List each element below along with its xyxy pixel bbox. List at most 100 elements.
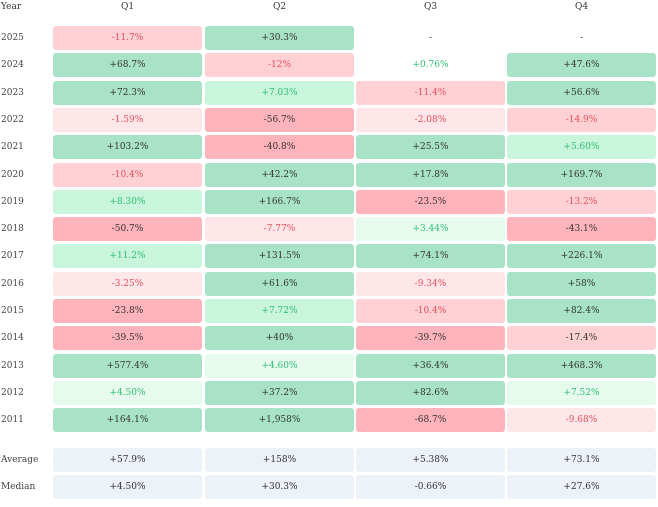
year-column-header: Year (1, 2, 22, 12)
return-cell-q3: - (428, 33, 433, 43)
return-cell-q1: +4.50% (53, 380, 202, 405)
table-row: 2012 +4.50% +37.2% +82.6% +7.52% (0, 380, 658, 406)
return-cell-q2: +4.60% (205, 353, 354, 378)
return-cell-q1: +68.7% (53, 53, 202, 78)
return-cell-q1: +164.1% (53, 408, 202, 433)
return-cell-q1: -3.25% (53, 271, 202, 296)
return-cell-q2: +7.03% (205, 80, 354, 105)
return-cell-q3: -39.7% (356, 326, 505, 351)
return-cell-q4: +56.6% (507, 80, 656, 105)
year-label: 2025 (1, 33, 24, 43)
table-row: 2016 -3.25% +61.6% -9.34% +58% (0, 271, 658, 297)
table-row: 2022 -1.59% -56.7% -2.08% -14.9% (0, 107, 658, 133)
year-label: 2016 (1, 278, 24, 289)
table-row: 2011 +164.1% +1,958% -68.7% -9.68% (0, 407, 658, 433)
return-cell-q4: +82.4% (507, 299, 656, 323)
return-cell-q4: -17.4% (507, 326, 656, 351)
year-label: 2018 (1, 224, 24, 235)
return-cell-q2: +7.72% (205, 299, 354, 323)
return-cell-q4: -43.1% (507, 217, 656, 242)
summary-label: Average (1, 455, 39, 465)
table-row: 2020 -10.4% +42.2% +17.8% +169.7% (0, 162, 658, 188)
summary-cell-q3: -0.66% (356, 475, 505, 500)
return-cell-q2: +40% (205, 326, 354, 351)
year-label: 2017 (1, 251, 24, 262)
q4-column-header: Q4 (574, 2, 589, 12)
return-cell-q1: -50.7% (53, 217, 202, 242)
return-cell-q1: +72.3% (53, 80, 202, 105)
year-label: 2020 (1, 169, 24, 180)
return-cell-q1: -11.7% (53, 26, 202, 50)
return-cell-q3: +36.4% (356, 353, 505, 378)
return-cell-q1: -1.59% (53, 107, 202, 132)
summary-cell-q1: +4.50% (53, 475, 202, 500)
return-cell-q3: +0.76% (412, 60, 449, 71)
summary-cell-q1: +57.9% (53, 448, 202, 472)
return-cell-q2: +42.2% (205, 162, 354, 187)
return-cell-q4: +169.7% (507, 162, 656, 187)
table-row: 2015 -23.8% +7.72% -10.4% +82.4% (0, 298, 658, 324)
return-cell-q4: +226.1% (507, 244, 656, 269)
year-label: 2013 (1, 360, 24, 371)
return-cell-q2: -12% (205, 53, 354, 78)
return-cell-q1: +103.2% (53, 135, 202, 160)
table-row: 2017 +11.2% +131.5% +74.1% +226.1% (0, 243, 658, 269)
table-row: 2024 +68.7% -12% +0.76% +47.6% (0, 52, 658, 78)
return-cell-q4: +7.52% (507, 380, 656, 405)
year-label: 2019 (1, 196, 24, 207)
summary-cell-q2: +158% (205, 448, 354, 472)
return-cell-q4: -14.9% (507, 107, 656, 132)
return-cell-q1: +8.30% (53, 189, 202, 214)
return-cell-q1: -39.5% (53, 326, 202, 351)
summary-cell-q4: +27.6% (507, 475, 656, 500)
return-cell-q3: -23.5% (356, 189, 505, 214)
return-cell-q3: -11.4% (356, 80, 505, 105)
summary-label: Median (1, 482, 36, 493)
summary-row-median: Median +4.50% +30.3% -0.66% +27.6% (0, 474, 658, 500)
return-cell-q3: +25.5% (356, 135, 505, 160)
return-cell-q3: -10.4% (356, 299, 505, 323)
return-cell-q4: -9.68% (507, 408, 656, 433)
return-cell-q1: +577.4% (53, 353, 202, 378)
return-cell-q4: +47.6% (507, 53, 656, 78)
return-cell-q2: -56.7% (205, 107, 354, 132)
year-label: 2021 (1, 142, 24, 153)
return-cell-q3: -9.34% (356, 271, 505, 296)
q1-column-header: Q1 (120, 2, 135, 12)
return-cell-q3: +17.8% (356, 162, 505, 187)
return-cell-q2: +30.3% (205, 26, 354, 50)
year-label: 2015 (1, 306, 24, 316)
table-row: 2013 +577.4% +4.60% +36.4% +468.3% (0, 353, 658, 379)
year-label: 2014 (1, 333, 24, 344)
return-cell-q2: +1,958% (205, 408, 354, 433)
return-cell-q2: -7.77% (205, 217, 354, 242)
q2-column-header: Q2 (272, 2, 287, 12)
table-row: 2014 -39.5% +40% -39.7% -17.4% (0, 325, 658, 351)
return-cell-q3: +82.6% (356, 380, 505, 405)
year-label: 2011 (1, 415, 24, 426)
year-label: 2022 (1, 114, 24, 125)
table-row: 2019 +8.30% +166.7% -23.5% -13.2% (0, 189, 658, 215)
return-cell-q4: +468.3% (507, 353, 656, 378)
return-cell-q2: +37.2% (205, 380, 354, 405)
return-cell-q3: -68.7% (356, 408, 505, 433)
return-cell-q4: - (579, 33, 584, 43)
return-cell-q4: +58% (507, 271, 656, 296)
return-cell-q4: -13.2% (507, 189, 656, 214)
return-cell-q3: +3.44% (356, 217, 505, 242)
return-cell-q1: +11.2% (53, 244, 202, 269)
return-cell-q1: -10.4% (53, 162, 202, 187)
year-label: 2024 (1, 60, 24, 71)
return-cell-q2: +131.5% (205, 244, 354, 269)
return-cell-q3: +74.1% (356, 244, 505, 269)
year-label: 2012 (1, 387, 24, 398)
summary-cell-q2: +30.3% (205, 475, 354, 500)
year-label: 2023 (1, 87, 24, 98)
return-cell-q2: +61.6% (205, 271, 354, 296)
table-row: 2023 +72.3% +7.03% -11.4% +56.6% (0, 80, 658, 106)
summary-cell-q4: +73.1% (507, 448, 656, 472)
return-cell-q1: -23.8% (53, 299, 202, 323)
summary-row-average: Average +57.9% +158% +5.38% +73.1% (0, 447, 658, 473)
table-row: 2018 -50.7% -7.77% +3.44% -43.1% (0, 216, 658, 242)
return-cell-q2: -40.8% (205, 135, 354, 160)
